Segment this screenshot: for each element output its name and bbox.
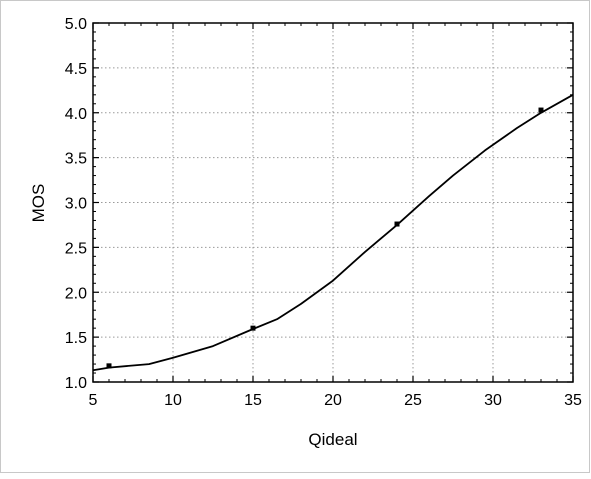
y-tick-label: 4.5 <box>65 61 87 78</box>
y-axis-label: MOS <box>29 184 48 223</box>
data-point-marker <box>538 107 544 113</box>
x-tick-label: 10 <box>164 392 182 409</box>
y-tick-label: 2.5 <box>65 240 87 257</box>
y-tick-label: 5.0 <box>65 16 87 33</box>
x-tick-label: 15 <box>244 392 262 409</box>
x-tick-label: 30 <box>484 392 502 409</box>
tick-label-layer: 5 10 15 20 25 30 35 1.0 1.5 2.0 2.5 3.0 3.5 4.0 4.5 5.0 <box>65 16 582 409</box>
x-tick-label: 35 <box>564 392 582 409</box>
grid-layer <box>93 23 573 382</box>
x-tick-label: 25 <box>404 392 422 409</box>
y-tick-label: 3.5 <box>65 151 87 168</box>
fitted-curve-line <box>92 94 574 372</box>
x-tick-label: 20 <box>324 392 342 409</box>
y-tick-label: 3.0 <box>65 196 87 213</box>
tick-layer <box>92 22 574 383</box>
y-tick-label: 4.0 <box>65 106 87 123</box>
data-point-marker <box>250 325 256 331</box>
y-tick-label: 1.0 <box>65 375 87 392</box>
data-point-marker <box>106 363 112 369</box>
data-point-marker <box>394 221 400 227</box>
x-axis-label: Qideal <box>308 430 357 449</box>
series-layer <box>92 94 574 372</box>
y-tick-label: 2.0 <box>65 285 87 302</box>
x-tick-label: 5 <box>89 392 98 409</box>
y-tick-label: 1.5 <box>65 330 87 347</box>
